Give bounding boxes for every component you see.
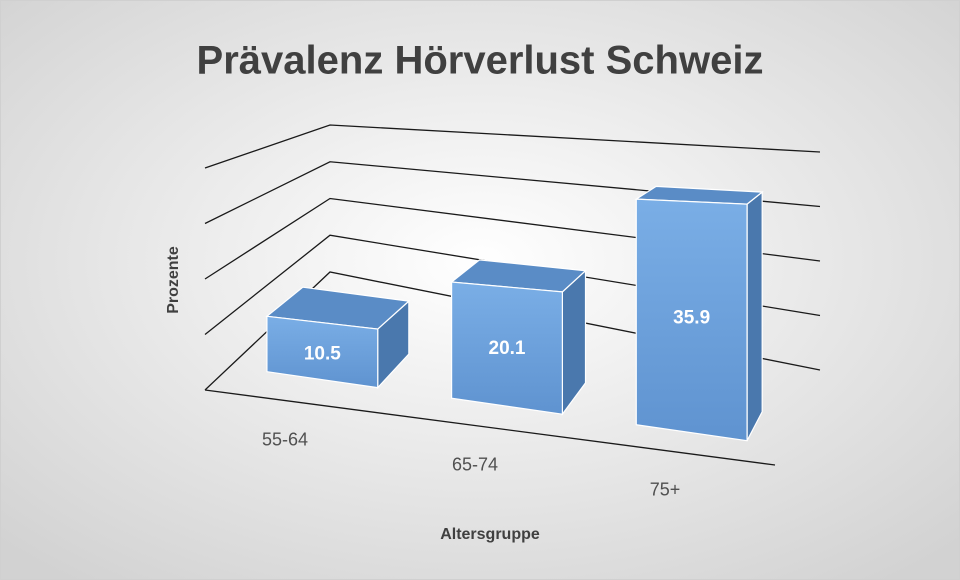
data-label: 10.5 bbox=[304, 343, 341, 364]
x-tick-label: 65-74 bbox=[452, 454, 498, 474]
bar-front bbox=[266, 315, 379, 389]
bar bbox=[634, 185, 764, 442]
bar bbox=[450, 259, 587, 416]
chart-title: Prävalenz Hörverlust Schweiz bbox=[197, 39, 764, 83]
data-label: 35.9 bbox=[673, 307, 710, 328]
bar bbox=[265, 286, 411, 390]
plot-area: 10.5 55-64 20.1 65-74 35.9 75+ bbox=[204, 124, 821, 499]
bar-front bbox=[635, 198, 748, 442]
x-tick-label: 55-64 bbox=[262, 429, 308, 449]
bar-side bbox=[746, 190, 763, 441]
data-label: 20.1 bbox=[489, 338, 526, 359]
x-axis-line bbox=[204, 389, 776, 466]
y-axis-title: Prozente bbox=[165, 246, 182, 314]
x-tick-label: 75+ bbox=[650, 479, 681, 499]
bar-front bbox=[451, 281, 564, 415]
x-axis-title: Altersgruppe bbox=[440, 526, 540, 543]
grid-line bbox=[204, 124, 821, 169]
